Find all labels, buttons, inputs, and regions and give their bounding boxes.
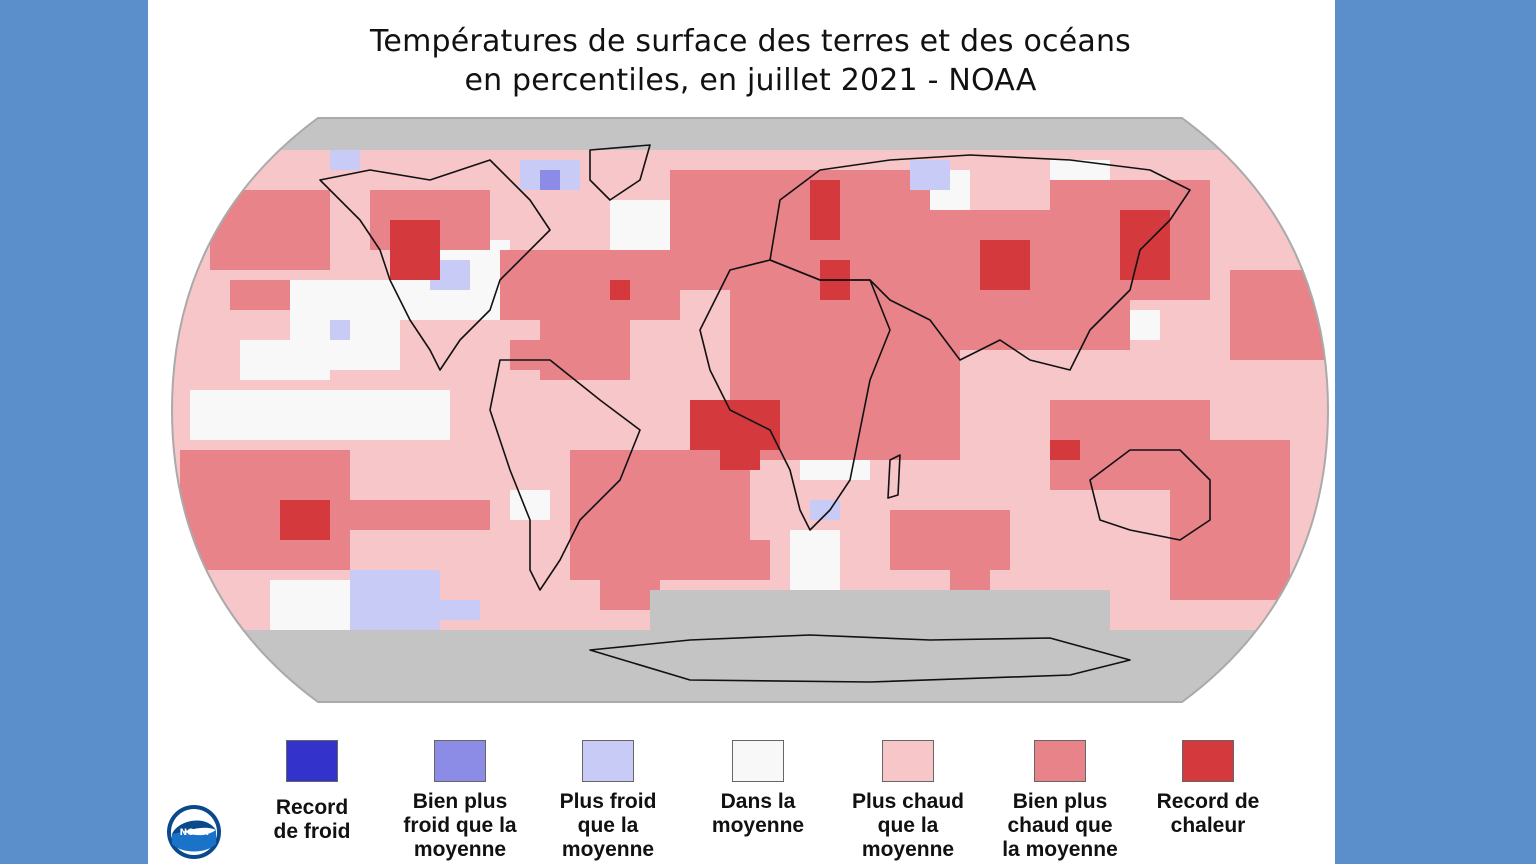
legend-swatch [1034,740,1086,782]
legend-label: Plus froid que la moyenne [533,790,683,862]
legend-label-line: froid que la [403,814,517,837]
greenland-outline [589,144,651,201]
world-temperature-map [170,117,1330,703]
cooler-regions [330,150,950,630]
south-america-outline [489,359,641,591]
legend-label-line: moyenne [561,838,655,861]
much-cooler-regions [540,170,560,190]
legend-label-line: chaud que [1007,814,1113,837]
legend-label: Record de chaleur [1133,790,1283,838]
legend-swatch [1182,740,1234,782]
eurasia-outline [769,154,1191,371]
legend-label-line: Plus froid [559,790,657,813]
globe-border [170,117,1330,703]
legend-label: Bien plus chaud que la moyenne [985,790,1135,862]
legend-label: Record de froid [237,796,387,844]
legend-label: Dans la moyenne [683,790,833,838]
map-title: Températures de surface des terres et de… [148,22,1353,100]
figure-panel: Températures de surface des terres et de… [148,0,1335,864]
antarctica-outline [589,634,1131,683]
legend-label: Plus chaud que la moyenne [833,790,983,862]
legend-label-line: moyenne [413,838,507,861]
legend-label-line: Bien plus [1012,790,1108,813]
legend-label: Bien plus froid que la moyenne [385,790,535,862]
legend-label-line: Record de [1156,790,1260,813]
legend-label-line: la moyenne [1002,838,1118,861]
australia-outline [1089,449,1211,541]
legend-swatch [732,740,784,782]
map-data-layer [172,118,1328,702]
legend-label-line: moyenne [861,838,955,861]
legend-label-line: Plus chaud [851,790,965,813]
record-warm-regions [280,180,1170,540]
legend-swatch [882,740,934,782]
no-data-regions [172,118,1328,702]
much-warmer-regions [180,170,1328,610]
legend-label-line: de froid [273,820,351,843]
madagascar-outline [887,454,901,499]
legend-swatch [582,740,634,782]
legend-swatch [434,740,486,782]
noaa-logo-text: NOAA [180,828,209,838]
legend-label-line: chaleur [1170,814,1246,837]
title-line-1: Températures de surface des terres et de… [370,24,1131,59]
noaa-logo-icon: NOAA [167,805,221,859]
legend-label-line: Record [275,796,349,819]
legend-swatch [286,740,338,782]
north-america-outline [319,159,551,371]
legend-label-line: que la [577,814,639,837]
continent-outlines [319,144,1211,683]
legend-label-line: Bien plus [412,790,508,813]
legend-label-line: Dans la [720,790,796,813]
title-line-2: en percentiles, en juillet 2021 - NOAA [464,63,1037,98]
legend-label-line: que la [877,814,939,837]
legend-label-line: moyenne [711,814,805,837]
